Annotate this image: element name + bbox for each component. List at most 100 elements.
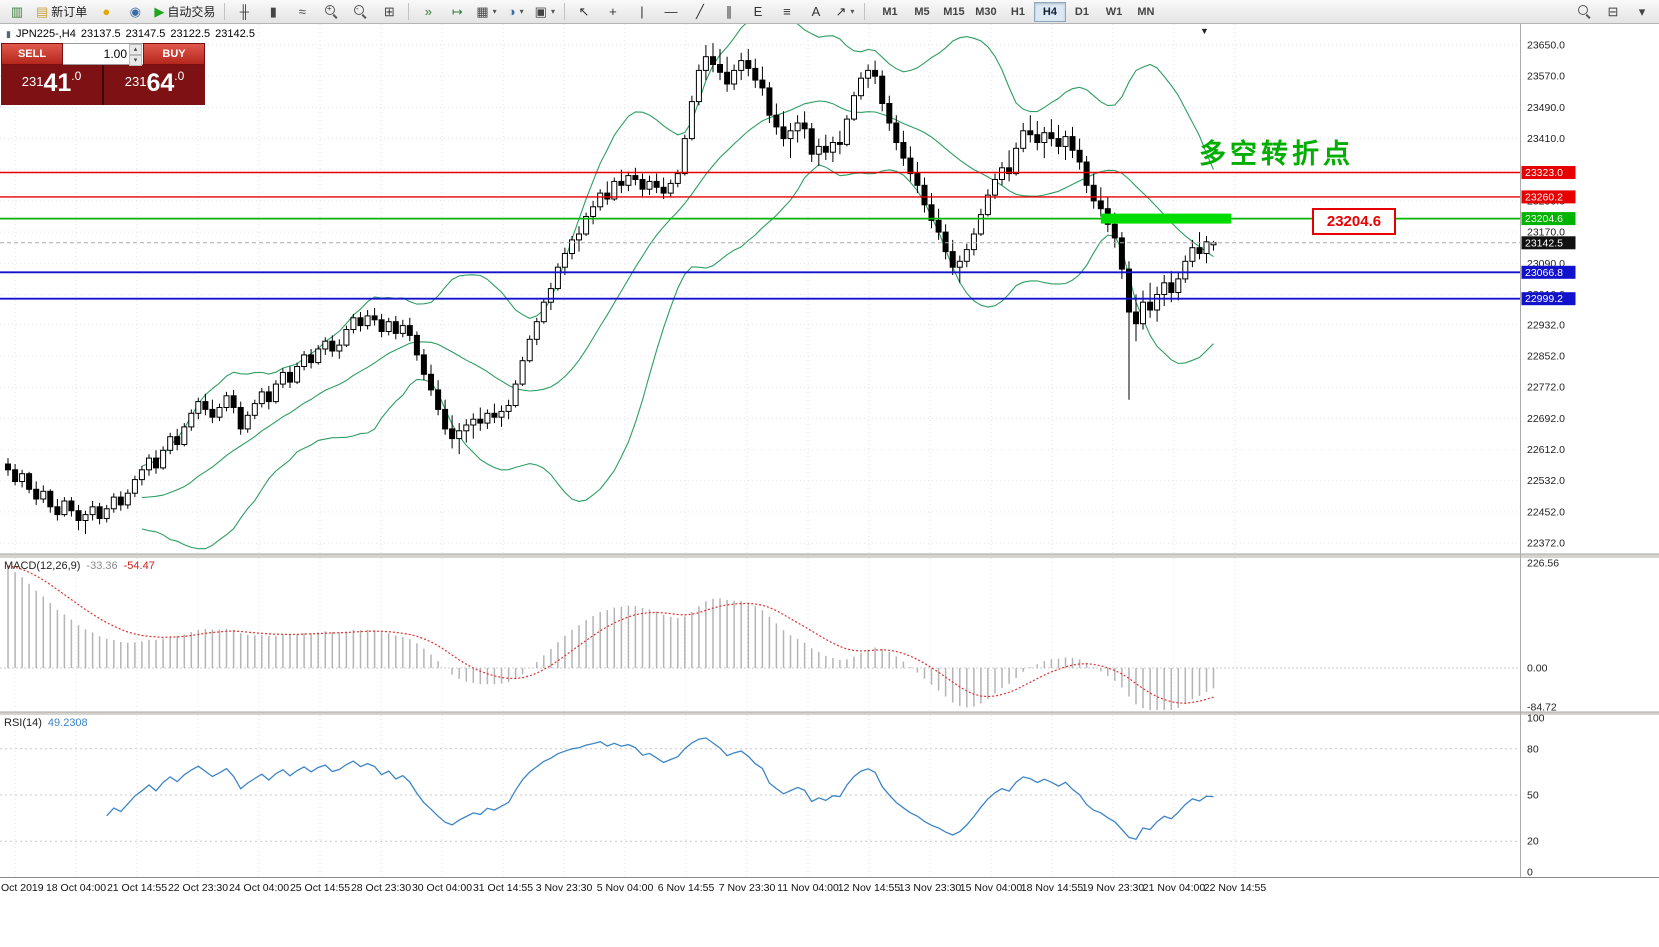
chart-menu-arrow-icon[interactable]: ▼ [1200,26,1209,36]
tile-windows-icon[interactable]: ⊞ [383,4,395,19]
macd-title: MACD(12,26,9) [4,560,81,572]
objects-list-icon[interactable]: ≡ [783,4,791,19]
toolbar-overflow-icon[interactable]: ▾ [1638,4,1646,19]
autotrading-button[interactable]: ▶ 自动交易 [154,4,216,19]
svg-text:23170.0: 23170.0 [1527,227,1565,239]
svg-text:18 Nov 14:55: 18 Nov 14:55 [1021,882,1084,894]
history-center-icon[interactable]: ◉ [129,4,141,19]
volume-input[interactable] [63,44,143,64]
volume-up-button[interactable]: ▴ [129,44,142,55]
ohlc-low: 23122.5 [170,28,211,40]
svg-text:23204.6: 23204.6 [1525,213,1563,225]
horizontal-line-icon[interactable]: — [664,4,678,19]
svg-text:22772.0: 22772.0 [1527,382,1565,394]
toolbar-separator [224,3,226,20]
zoom-in-icon[interactable]: + [317,1,345,23]
candlestick-series [5,43,1217,535]
macd-main-value: -33.36 [86,560,118,572]
fibonacci-icon[interactable]: E [753,4,763,19]
svg-text:22 Oct 23:30: 22 Oct 23:30 [168,882,228,894]
candlestick-chart-icon[interactable]: ▮ [269,4,277,19]
price-scale[interactable]: 23650.023570.023490.023410.023330.023250… [1520,24,1576,879]
svg-text:12 Nov 14:55: 12 Nov 14:55 [838,882,901,894]
data-window-icon[interactable]: ⊟ [1607,4,1619,19]
svg-text:11 Nov 04:00: 11 Nov 04:00 [777,882,839,894]
svg-text:22 Nov 14:55: 22 Nov 14:55 [1204,882,1267,894]
svg-text:31 Oct 14:55: 31 Oct 14:55 [473,882,533,894]
new-chart-icon-dropdown-arrow[interactable]: ▾ [492,7,497,16]
new-order-button[interactable]: ▤ 新订单 [36,4,88,19]
timeframe-d1[interactable]: D1 [1074,5,1089,18]
new-chart-icon[interactable]: ▦ ▾ [476,4,497,19]
auto-scroll-icon[interactable]: » [424,4,432,19]
svg-text:23066.8: 23066.8 [1525,267,1563,279]
svg-text:23490.0: 23490.0 [1527,102,1565,114]
experts-icon[interactable]: ● [102,4,111,19]
zoom-out-icon[interactable]: - [346,1,374,23]
rsi-indicator-label: RSI(14) 49.2308 [4,717,88,729]
volume-down-button[interactable]: ▾ [129,55,142,66]
svg-text:24 Oct 04:00: 24 Oct 04:00 [229,882,289,894]
toolbar-separator [563,3,565,20]
timeframe-mn[interactable]: MN [1137,5,1155,18]
arrows-icon-dropdown-arrow[interactable]: ▾ [850,7,855,16]
svg-text:25 Oct 14:55: 25 Oct 14:55 [290,882,350,894]
profiles-icon-dropdown-arrow[interactable]: ▾ [519,7,524,16]
sell-button[interactable]: SELL [1,43,63,65]
trendline-icon[interactable]: ╱ [696,4,704,19]
macd-indicator[interactable] [0,565,1520,710]
toolbar-separator [408,3,410,20]
text-label-icon[interactable]: A [811,4,821,19]
equidistant-channel-icon[interactable]: ∥ [725,4,733,19]
cursor-icon[interactable]: ↖ [578,4,590,19]
rsi-value: 49.2308 [47,717,88,729]
svg-text:22999.2: 22999.2 [1525,293,1563,305]
new-order-chart-icon[interactable]: ▥ [10,4,24,19]
timeframe-m5[interactable]: M5 [914,5,930,18]
line-chart-icon[interactable]: ≈ [298,4,306,19]
bar-chart-icon[interactable]: ╫ [239,4,249,19]
crosshair-icon[interactable]: + [609,4,617,19]
timeframe-m30[interactable]: M30 [975,5,997,18]
svg-text:16 Oct 2019: 16 Oct 2019 [0,882,44,894]
sell-price[interactable]: 231 41.0 [1,65,102,105]
timeframe-h4[interactable]: H4 [1033,1,1066,22]
svg-text:23142.5: 23142.5 [1525,237,1563,249]
chart-title-ohlc: ▮ JPN225-,H4 23137.5 23147.5 23122.5 231… [6,28,255,40]
templates-icon-dropdown-arrow[interactable]: ▾ [550,7,555,16]
search-icon[interactable] [1570,1,1598,23]
chart-shift-icon[interactable]: ↦ [451,4,463,19]
ohlc-high: 23147.5 [125,28,166,40]
price-level-annotation[interactable]: 23204.6 [1312,208,1396,235]
svg-text:7 Nov 23:30: 7 Nov 23:30 [719,882,776,894]
profiles-icon[interactable]: ◑ ▾ [507,4,524,19]
buy-button[interactable]: BUY [143,43,205,65]
price-level-lines[interactable] [0,171,1520,300]
turning-point-annotation[interactable]: 多空转折点 [1199,139,1354,169]
svg-text:22932.0: 22932.0 [1527,319,1565,331]
rsi-indicator[interactable] [0,737,1520,842]
timeframe-m1[interactable]: M1 [882,5,898,18]
vertical-line-icon[interactable]: | [640,4,644,19]
volume-field: ▴ ▾ [63,43,143,66]
buy-price[interactable]: 231 64.0 [104,65,205,105]
main-toolbar: ▥ ▤ 新订单 ● ◉ ▶ 自动交易 ╫ ▮ ≈ + - ⊞» ↦ ▦ ▾ ◑ ▾ ▣ ▾ ↖ + | — ╱ ∥ E ≡ A ↗ ▾ M1 M… [0,0,1659,24]
templates-icon[interactable]: ▣ ▾ [534,4,555,19]
arrows-icon[interactable]: ↗ ▾ [835,4,855,19]
svg-text:0: 0 [1527,867,1533,879]
svg-text:22532.0: 22532.0 [1527,475,1565,487]
timeframe-m15[interactable]: M15 [943,5,965,18]
timeframe-h1[interactable]: H1 [1010,5,1025,18]
chart-canvas[interactable]: 23650.023570.023490.023410.023330.023250… [0,24,1659,947]
svg-text:23570.0: 23570.0 [1527,71,1565,83]
svg-text:23323.0: 23323.0 [1525,167,1563,179]
highlight-zone-rectangle[interactable] [1100,213,1232,224]
volume-spinner: ▴ ▾ [129,44,142,66]
ohlc-close: 23142.5 [215,28,255,40]
ohlc-open: 23137.5 [80,28,121,40]
timeframe-w1[interactable]: W1 [1105,5,1123,18]
bollinger-bands[interactable] [141,24,1215,550]
svg-text:28 Oct 23:30: 28 Oct 23:30 [351,882,411,894]
svg-text:30 Oct 04:00: 30 Oct 04:00 [412,882,472,894]
